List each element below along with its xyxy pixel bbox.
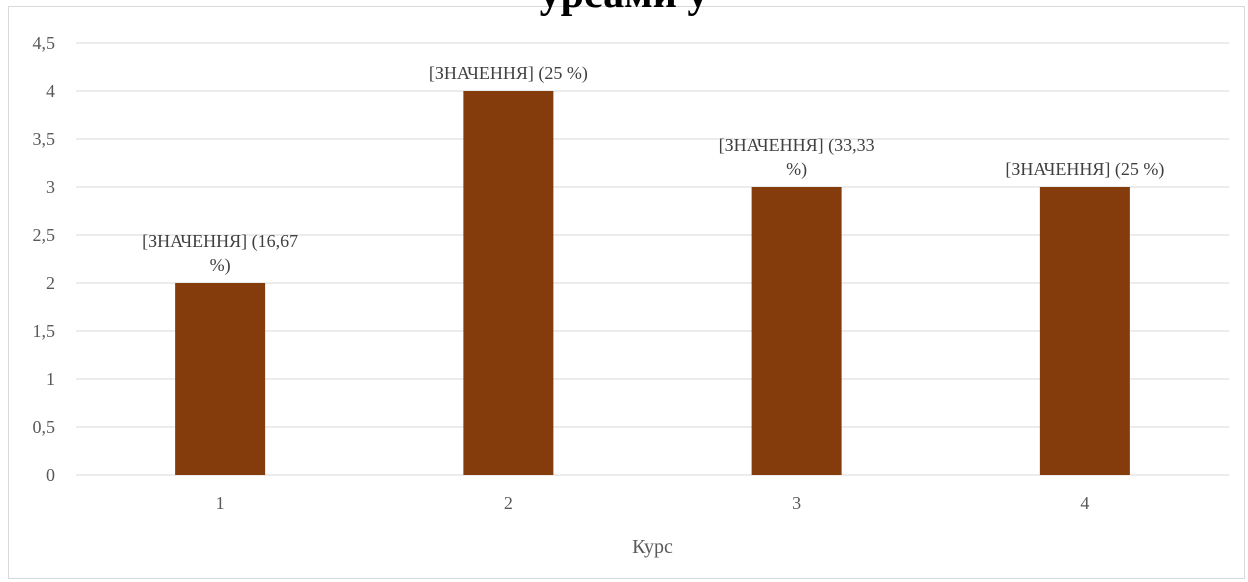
data-label: [ЗНАЧЕННЯ] (33,33: [719, 135, 875, 156]
bar: [1039, 187, 1130, 475]
x-tick-label: 1: [216, 493, 225, 513]
data-label: %): [786, 159, 807, 180]
y-tick-label: 2: [46, 273, 55, 293]
x-axis-title: Курс: [632, 536, 673, 558]
bar: [751, 187, 842, 475]
data-label: [ЗНАЧЕННЯ] (25 %): [1005, 159, 1164, 180]
x-tick-label: 2: [504, 493, 513, 513]
bar: [463, 91, 554, 475]
y-tick-label: 3: [46, 177, 55, 197]
data-label: [ЗНАЧЕННЯ] (25 %): [429, 63, 588, 84]
y-tick-label: 0: [46, 465, 55, 485]
y-tick-label: 4,5: [33, 33, 56, 53]
y-tick-label: 2,5: [33, 225, 56, 245]
y-tick-label: 1: [46, 369, 55, 389]
data-label: [ЗНАЧЕННЯ] (16,67: [142, 231, 298, 252]
x-tick-label: 4: [1080, 493, 1089, 513]
data-label: %): [210, 255, 231, 276]
y-tick-label: 0,5: [33, 417, 56, 437]
y-tick-label: 1,5: [33, 321, 56, 341]
chart-title: урсами у: [0, 0, 1248, 18]
y-tick-label: 3,5: [33, 129, 56, 149]
y-tick-label: 4: [46, 81, 55, 101]
bar: [175, 283, 266, 475]
x-tick-label: 3: [792, 493, 801, 513]
